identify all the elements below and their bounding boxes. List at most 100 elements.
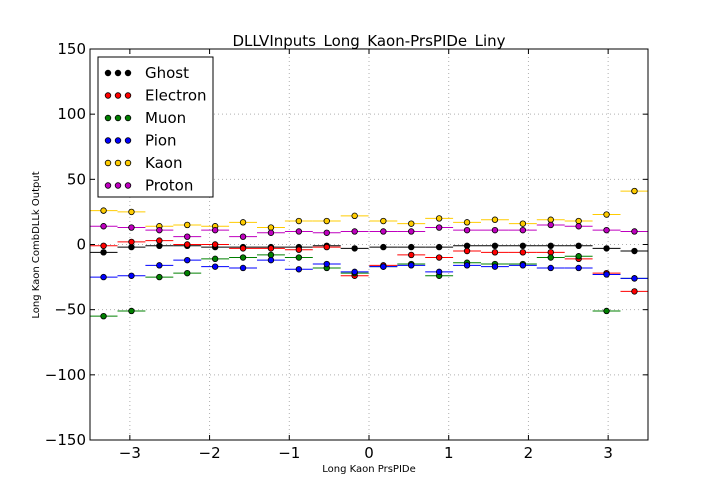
legend-marker <box>114 159 122 167</box>
data-point <box>603 211 610 218</box>
data-point <box>351 212 358 220</box>
data-point <box>100 242 107 250</box>
data-point <box>100 312 107 320</box>
x-tick-label: −1 <box>278 444 300 462</box>
data-point <box>239 233 247 240</box>
data-point <box>211 226 219 234</box>
y-tick-label: 100 <box>57 105 86 123</box>
data-point <box>239 245 247 252</box>
legend-marker <box>124 159 132 167</box>
legend-marker <box>124 92 132 99</box>
data-point <box>267 256 275 264</box>
data-point <box>491 226 499 234</box>
y-tick-label: −150 <box>45 431 86 449</box>
legend-marker <box>104 137 112 144</box>
data-point <box>575 253 582 260</box>
legend-marker <box>114 137 122 144</box>
data-point <box>519 242 527 250</box>
data-point <box>156 273 163 281</box>
y-tick-label: −100 <box>45 366 86 384</box>
data-point <box>547 264 554 272</box>
data-point <box>491 263 499 270</box>
data-point <box>295 266 303 273</box>
data-point <box>491 249 499 256</box>
data-point <box>184 256 191 264</box>
legend-marker <box>124 114 132 122</box>
legend-item-pion: Pion <box>104 132 177 150</box>
data-point <box>603 226 610 234</box>
y-tick-label: −50 <box>54 301 86 319</box>
legend: Ghost Electron Muon Pion Kaon Proton <box>97 56 214 198</box>
series-kaon <box>89 187 649 231</box>
legend-box <box>97 56 214 198</box>
data-point <box>380 217 387 225</box>
data-point <box>603 271 610 278</box>
data-point <box>435 224 443 231</box>
x-tick-label: 0 <box>364 444 374 462</box>
data-point <box>380 263 387 270</box>
data-point <box>184 221 191 229</box>
data-point <box>547 216 554 223</box>
data-point <box>267 245 275 252</box>
series-pion <box>89 256 649 282</box>
data-point <box>380 243 387 251</box>
legend-item-electron: Electron <box>104 87 207 105</box>
legend-marker <box>124 137 132 144</box>
data-point <box>631 228 638 235</box>
data-point <box>631 247 638 255</box>
data-point <box>519 262 527 269</box>
data-point <box>156 237 163 244</box>
data-point <box>211 263 219 270</box>
data-point <box>295 228 303 235</box>
data-point <box>435 243 443 251</box>
legend-label: Electron <box>145 87 207 105</box>
data-point <box>408 243 415 251</box>
legend-marker <box>104 159 112 167</box>
legend-item-muon: Muon <box>104 109 186 127</box>
data-point <box>211 255 219 263</box>
y-tick-label: 150 <box>57 40 86 58</box>
data-point <box>463 226 471 234</box>
data-point <box>156 242 163 250</box>
data-point <box>267 229 275 236</box>
data-point <box>156 262 163 269</box>
data-point <box>463 242 471 250</box>
legend-item-ghost: Ghost <box>104 64 189 82</box>
legend-item-proton: Proton <box>104 177 193 195</box>
data-point <box>603 307 610 315</box>
series-electron <box>89 237 649 295</box>
data-point <box>631 275 638 282</box>
data-point <box>239 254 247 261</box>
data-point <box>211 241 219 248</box>
data-point <box>463 219 471 226</box>
data-point <box>603 245 610 252</box>
data-point <box>351 245 358 252</box>
data-point <box>519 220 527 227</box>
data-point <box>128 224 135 231</box>
data-point <box>100 249 107 256</box>
x-tick-label: 2 <box>524 444 534 462</box>
data-point <box>575 223 582 230</box>
data-point <box>491 242 499 250</box>
data-point <box>547 249 554 256</box>
data-point <box>408 220 415 227</box>
data-point <box>575 217 582 225</box>
data-point <box>295 246 303 253</box>
data-point <box>408 228 415 235</box>
legend-marker <box>124 69 132 77</box>
legend-marker <box>114 182 122 189</box>
data-point <box>295 254 303 261</box>
data-point <box>156 226 163 234</box>
legend-marker <box>124 182 132 189</box>
legend-marker <box>114 92 122 99</box>
x-tick-label: 1 <box>444 444 454 462</box>
data-point <box>435 254 443 261</box>
data-point <box>575 242 582 250</box>
data-point <box>128 208 135 216</box>
legend-marker <box>104 92 112 99</box>
legend-label: Ghost <box>145 64 189 82</box>
y-tick-label: 50 <box>67 170 86 188</box>
data-point <box>575 264 582 272</box>
data-point <box>631 187 638 195</box>
